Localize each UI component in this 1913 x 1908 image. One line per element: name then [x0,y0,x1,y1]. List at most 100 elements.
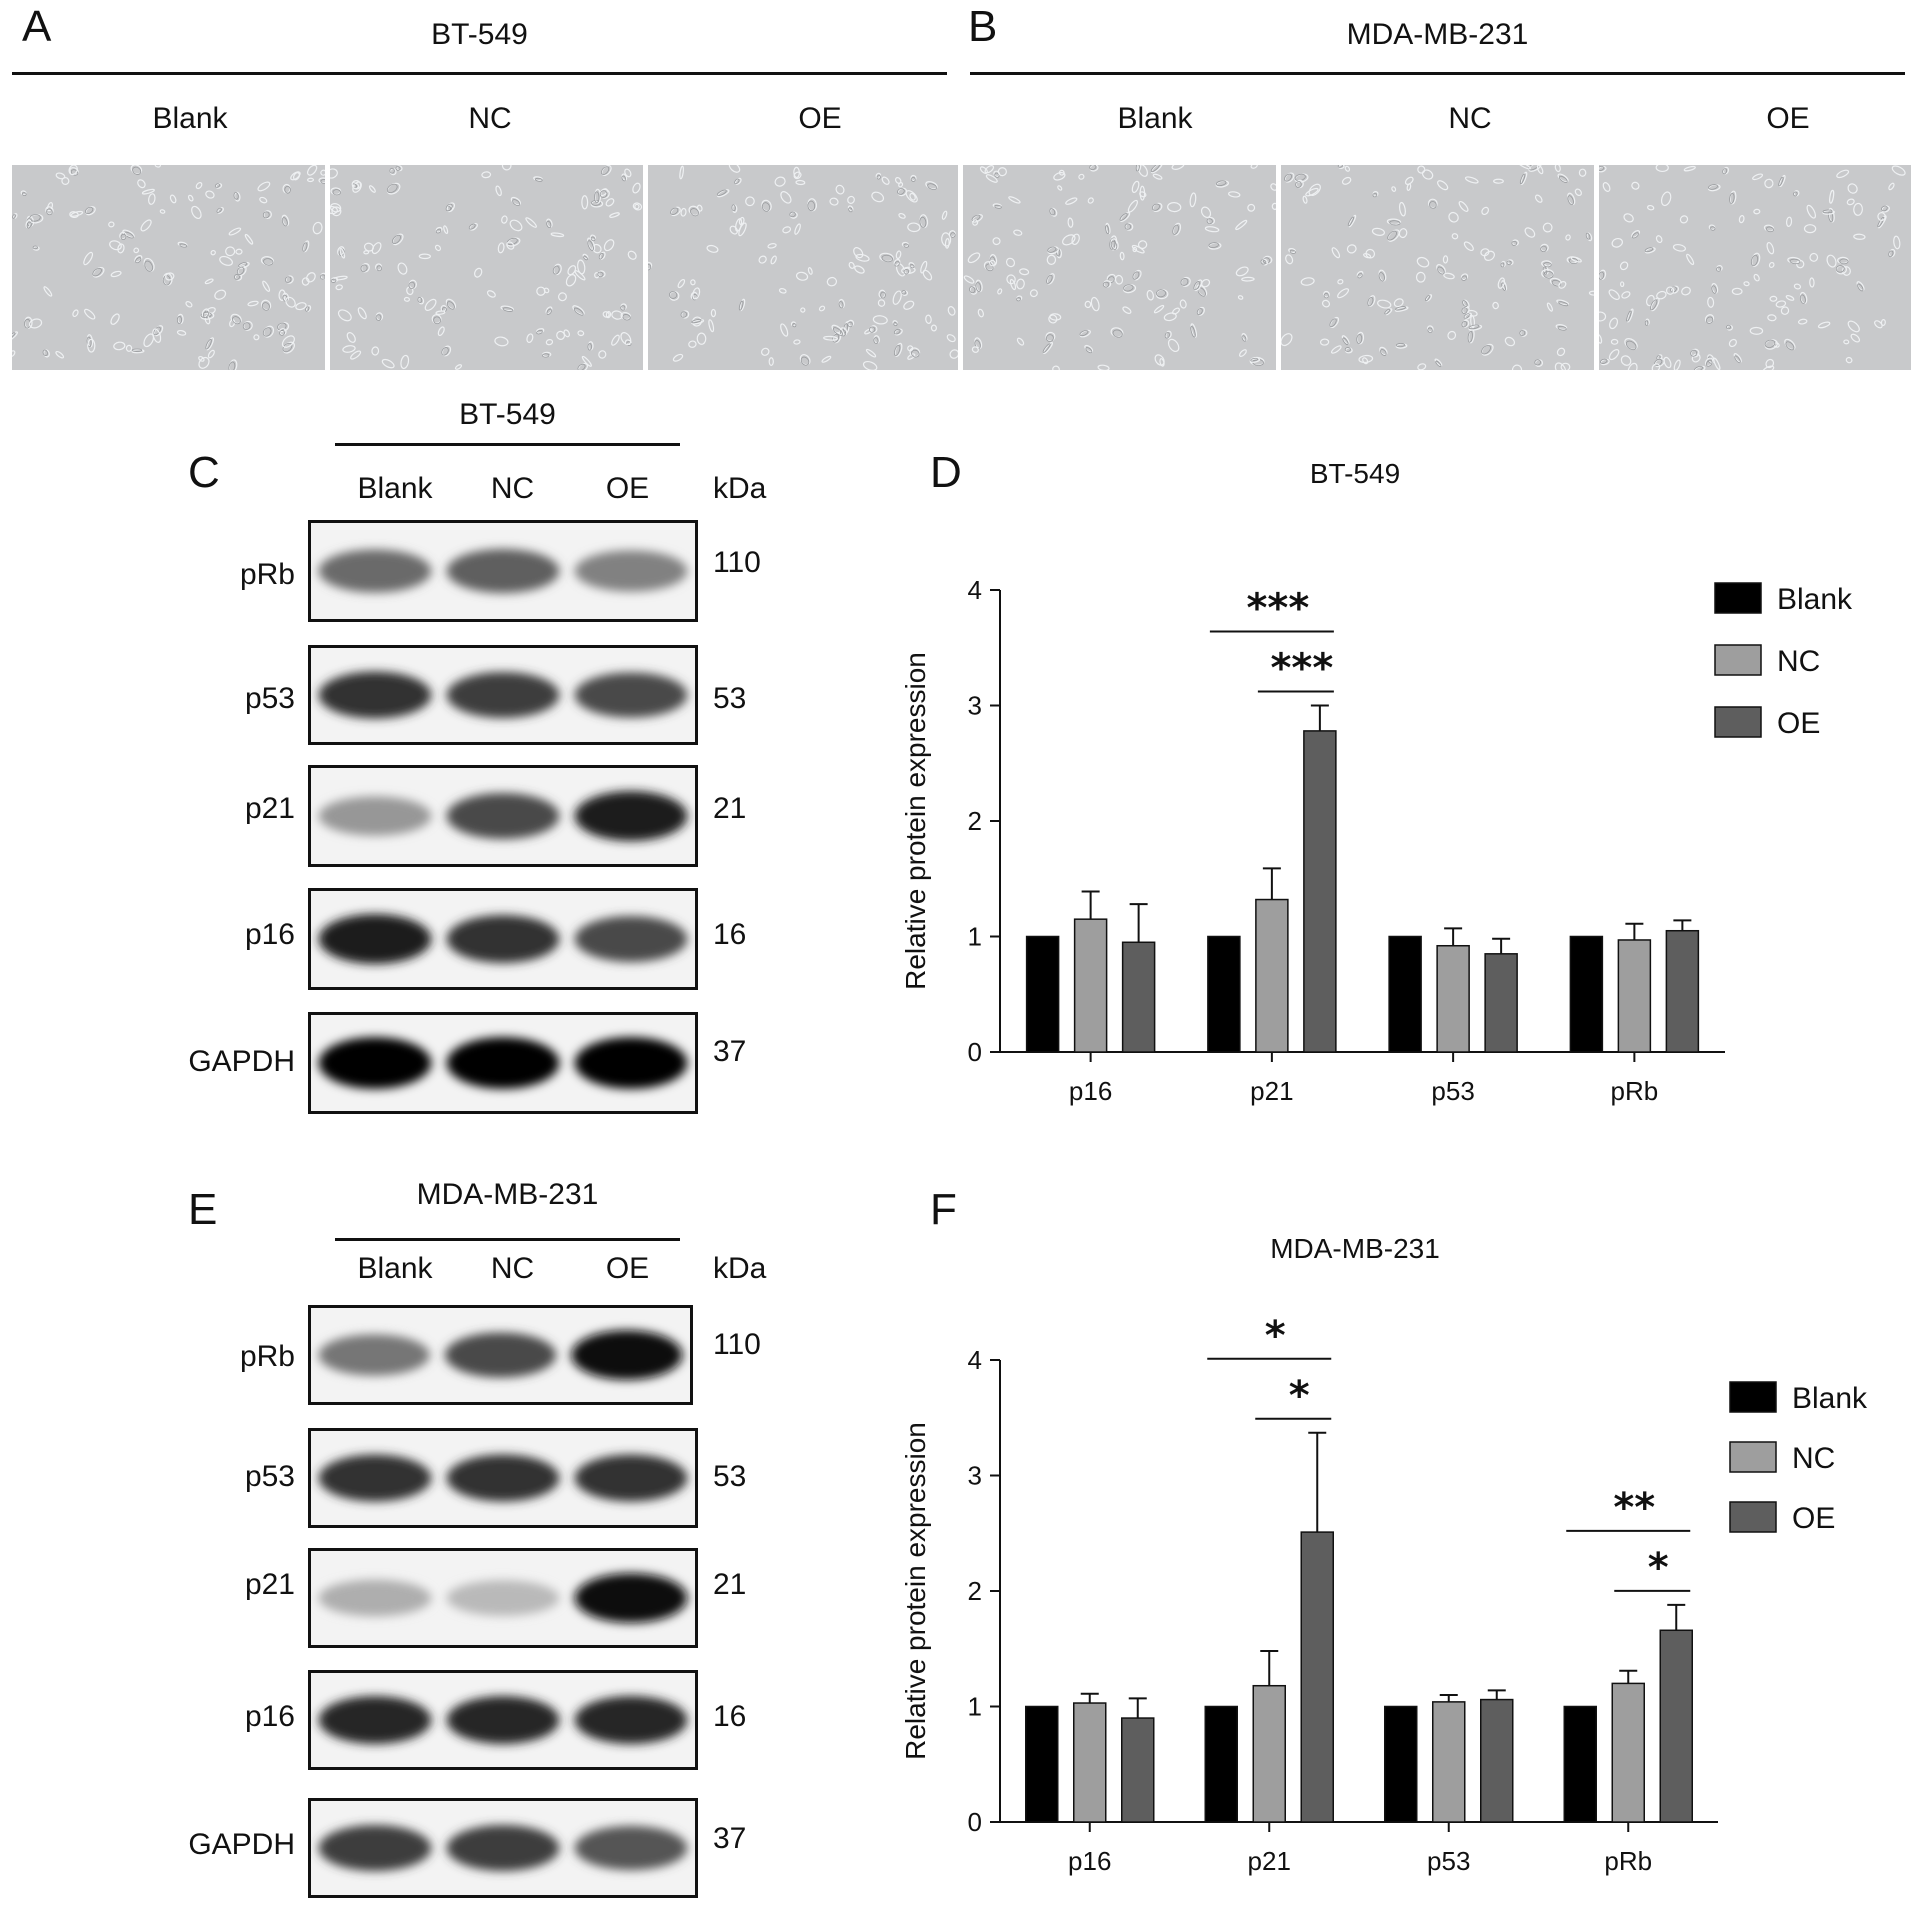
panel-e-lane-nc: NC [490,1252,535,1285]
bar-p53-blank [1384,1705,1418,1823]
blot-band [318,1037,432,1089]
panel-label-f: F [930,1185,957,1234]
blot-band [446,915,560,963]
blot-band [446,792,560,840]
x-tick-label: pRb [1611,1076,1659,1106]
panel-c-label-prb: pRb [239,558,295,591]
panel-e-blot-p16 [308,1670,698,1770]
significance-stars: *** [1270,646,1333,692]
panel-c-kda-p16: 16 [713,918,747,951]
bar-p16-blank [1025,1705,1059,1823]
panel-c-kda-header: kDa [713,472,767,505]
panel-b-group-oe: OE [1766,102,1810,135]
micrograph-bt549-blank [12,165,325,370]
blot-band [574,915,688,963]
panel-c-blot-p53 [308,645,698,745]
panel-e-lane-blank: Blank [357,1252,433,1285]
panel-c-cell-line: BT-549 [459,398,556,431]
bar-pRb-oe [1659,1629,1693,1823]
bar-p21-oe [1300,1531,1334,1823]
panel-e-kda-p53: 53 [713,1460,747,1493]
blot-band [446,1696,560,1744]
x-tick-label: p21 [1248,1846,1291,1876]
bar-p16-oe [1121,941,1156,1053]
bar-p16-oe [1121,1717,1155,1823]
x-tick-label: p53 [1427,1846,1470,1876]
legend-swatch-blank [1714,582,1762,614]
panel-e-blot-p53 [308,1428,698,1528]
micrograph-bt549-nc [330,165,643,370]
micrograph-mda-oe [1599,165,1911,370]
blot-band [574,672,688,718]
legend-swatch-nc [1714,644,1762,676]
blot-band [318,914,432,964]
panel-e-label-p16: p16 [244,1700,295,1733]
panel-e-blot-p21 [308,1548,698,1648]
panel-e-label-p53: p53 [244,1460,295,1493]
bar-p21-blank [1204,1705,1238,1823]
panel-e-kda-prb: 110 [713,1328,761,1361]
panel-e-kda-header: kDa [713,1252,767,1285]
legend-swatch-nc [1729,1441,1777,1473]
blot-band [318,1824,432,1872]
y-tick-label: 3 [968,691,982,721]
bar-p53-oe [1480,1698,1514,1823]
chart-title-bt549: BT-549 [1310,458,1400,489]
x-tick-label: p21 [1250,1076,1293,1106]
panel-c-kda-p53: 53 [713,682,747,715]
x-tick-label: pRb [1604,1846,1652,1876]
blot-band [446,1454,560,1502]
x-tick-label: p16 [1069,1076,1112,1106]
bar-chart-bt549: BT-549 0 1 2 3 4 Relative protein expression p1… [900,458,1853,1106]
panel-c-blot-p16 [308,888,698,990]
blot-band [446,548,560,594]
bar-pRb-blank [1569,935,1604,1053]
bar-pRb-oe [1665,929,1700,1053]
panel-c-divider [335,443,680,446]
panel-e-blot-gapdh [308,1798,698,1898]
panel-e-label-prb: pRb [239,1340,295,1373]
blot-band [574,550,688,592]
panel-c-kda-p21: 21 [713,792,747,825]
panel-label-b: B [968,2,998,51]
significance-stars: * [1265,1313,1286,1359]
bar-p16-blank [1025,935,1060,1053]
panel-a-divider [12,72,947,75]
panel-c-lane-oe: OE [605,472,650,505]
bar-p16-nc [1073,1702,1107,1823]
blot-band [318,1334,430,1376]
micrograph-mda-blank [963,165,1276,370]
panel-c-label-p53: p53 [244,682,295,715]
legend-label-nc: NC [1777,645,1820,678]
blot-band [574,1454,688,1502]
blot-band [446,1824,560,1872]
blot-band [574,1696,688,1744]
bar-p53-oe [1484,953,1518,1053]
y-tick-label: 0 [968,1037,982,1067]
y-tick-label: 2 [968,806,982,836]
panel-e-divider [335,1238,680,1241]
blot-band [318,1696,432,1744]
blot-band [574,1825,688,1871]
y-tick-label: 1 [968,922,982,952]
blot-band [318,671,432,719]
blot-band [446,1037,560,1089]
panel-b-cell-line: MDA-MB-231 [1346,18,1529,51]
blot-band [574,1037,688,1089]
panel-a-group-nc: NC [468,102,512,135]
panel-c-blot-gapdh [308,1012,698,1114]
blot-band [446,671,560,719]
panel-label-d: D [930,448,962,497]
panel-a-cell-line: BT-549 [431,18,528,51]
panel-e-lane-oe: OE [605,1252,650,1285]
y-tick-label: 3 [968,1461,982,1491]
panel-b-divider [970,72,1905,75]
legend-label-blank: Blank [1792,1382,1868,1415]
significance-stars: ** [1613,1485,1655,1531]
blot-band [318,1454,432,1502]
bar-p21-nc [1255,898,1289,1053]
bar-pRb-blank [1563,1705,1597,1823]
panel-b-group-blank: Blank [1117,102,1193,135]
panel-b-group-nc: NC [1448,102,1492,135]
panel-e-label-gapdh: GAPDH [188,1828,295,1861]
